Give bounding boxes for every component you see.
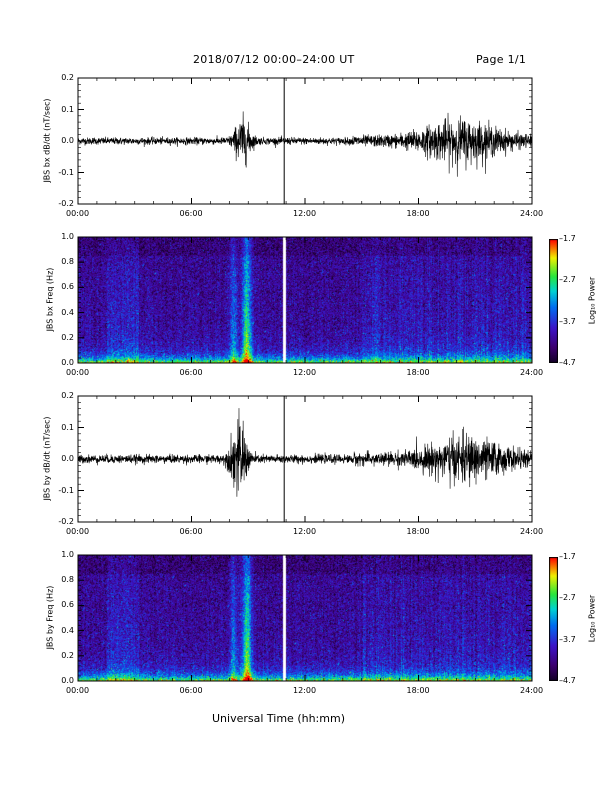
by-colorbar [549,557,558,681]
x-tick-label: 18:00 [406,686,430,695]
colorbar-gradient [549,557,558,681]
y-tick-label: 0.8 [61,257,74,267]
by-waveform-ylabel: JBS by dB/dt (nT/sec) [42,416,52,501]
x-tick-label: 00:00 [66,368,90,377]
y-tick-label: 0.2 [61,391,74,400]
y-tick-label: 0.6 [61,282,74,292]
x-tick-label: 24:00 [520,527,544,536]
x-tick-label: 00:00 [66,209,90,218]
by-spectrogram-image [78,555,532,681]
y-tick-label: -0.2 [58,517,74,526]
y-tick-label: 0.4 [61,307,74,317]
waveform-series [77,111,533,177]
y-tick-label: 0.0 [61,676,74,685]
spectrogram-frame [77,554,533,682]
bx-waveform-ylabel: JBS bx dB/dt (nT/sec) [42,98,52,183]
by-colorbar-title: Log₁₀ Power [587,594,597,643]
x-tick-label: 12:00 [293,209,317,218]
x-tick-label: 06:00 [179,368,203,377]
bx-spectrogram-panel [77,236,533,364]
y-tick-label: 0.0 [61,454,74,463]
y-tick-label: 0.1 [61,104,74,114]
bx-colorbar [549,239,558,363]
x-tick-label: 12:00 [293,686,317,695]
y-tick-label: 0.2 [61,73,74,82]
x-tick-label: 06:00 [179,209,203,218]
bx-colorbar-title: Log₁₀ Power [587,276,597,325]
by-spectrogram-panel [77,554,533,682]
bx-waveform-panel [77,77,533,205]
x-tick-label: 00:00 [66,527,90,536]
colorbar-tick-label: –2.7 [559,593,576,603]
x-tick-label: 18:00 [406,209,430,218]
colorbar-gradient [549,239,558,363]
spectrogram-frame [77,236,533,364]
y-tick-label: 0.4 [61,625,74,635]
x-tick-label: 12:00 [293,527,317,536]
y-tick-label: 1.0 [61,232,74,241]
y-tick-label: -0.1 [58,167,74,177]
colorbar-tick-label: –3.7 [559,634,576,644]
page-title: 2018/07/12 00:00–24:00 UT [193,53,355,66]
colorbar-tick-label: –4.7 [559,676,576,685]
by-waveform-plot [77,395,533,523]
bx-waveform-plot [77,77,533,205]
page-number: Page 1/1 [476,53,527,66]
colorbar-tick-label: –1.7 [559,234,576,243]
y-tick-label: 0.2 [61,332,74,342]
y-tick-label: 0.1 [61,422,74,432]
by-waveform-panel [77,395,533,523]
x-tick-label: 24:00 [520,368,544,377]
x-tick-label: 18:00 [406,368,430,377]
y-tick-label: 0.6 [61,600,74,610]
x-tick-label: 06:00 [179,527,203,536]
colorbar-tick-label: –3.7 [559,316,576,326]
waveform-series [77,408,533,497]
bx-spectrogram-image [78,237,532,363]
y-tick-label: -0.2 [58,199,74,208]
x-axis-title: Universal Time (hh:mm) [212,712,345,725]
x-tick-label: 00:00 [66,686,90,695]
colorbar-tick-label: –1.7 [559,552,576,561]
y-tick-label: 0.8 [61,575,74,585]
y-tick-label: 0.0 [61,358,74,367]
y-tick-label: -0.1 [58,485,74,495]
colorbar-tick-label: –2.7 [559,275,576,285]
x-tick-label: 06:00 [179,686,203,695]
colorbar-tick-label: –4.7 [559,358,576,367]
x-tick-label: 18:00 [406,527,430,536]
x-tick-label: 12:00 [293,368,317,377]
x-tick-label: 24:00 [520,209,544,218]
y-tick-label: 0.0 [61,136,74,145]
y-tick-label: 1.0 [61,550,74,559]
y-tick-label: 0.2 [61,650,74,660]
x-tick-label: 24:00 [520,686,544,695]
